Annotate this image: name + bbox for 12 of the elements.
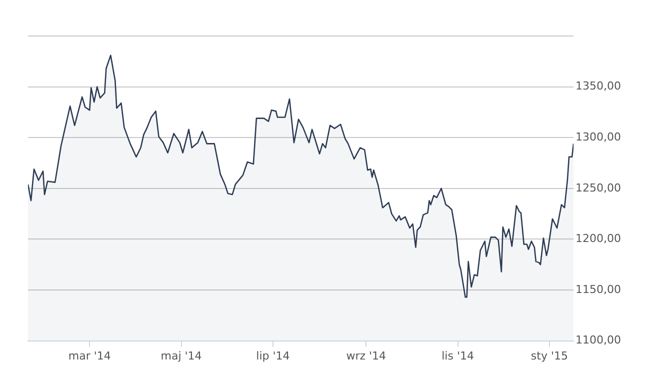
y-tick-label: 1250,00 [576, 181, 622, 194]
y-tick-label: 1100,00 [576, 334, 622, 347]
x-tick-label: wrz '14 [346, 349, 386, 362]
x-tick-label: maj '14 [160, 349, 202, 362]
x-tick-label: sty '15 [530, 349, 568, 362]
x-tick-label: lis '14 [442, 349, 474, 362]
y-tick-label: 1300,00 [576, 130, 622, 144]
y-tick-label: 1350,00 [576, 80, 622, 93]
y-tick-label: 1150,00 [576, 282, 622, 296]
x-tick-label: mar '14 [68, 349, 111, 362]
x-tick-label: lip '14 [256, 349, 290, 362]
y-tick-label: 1200,00 [576, 232, 622, 246]
